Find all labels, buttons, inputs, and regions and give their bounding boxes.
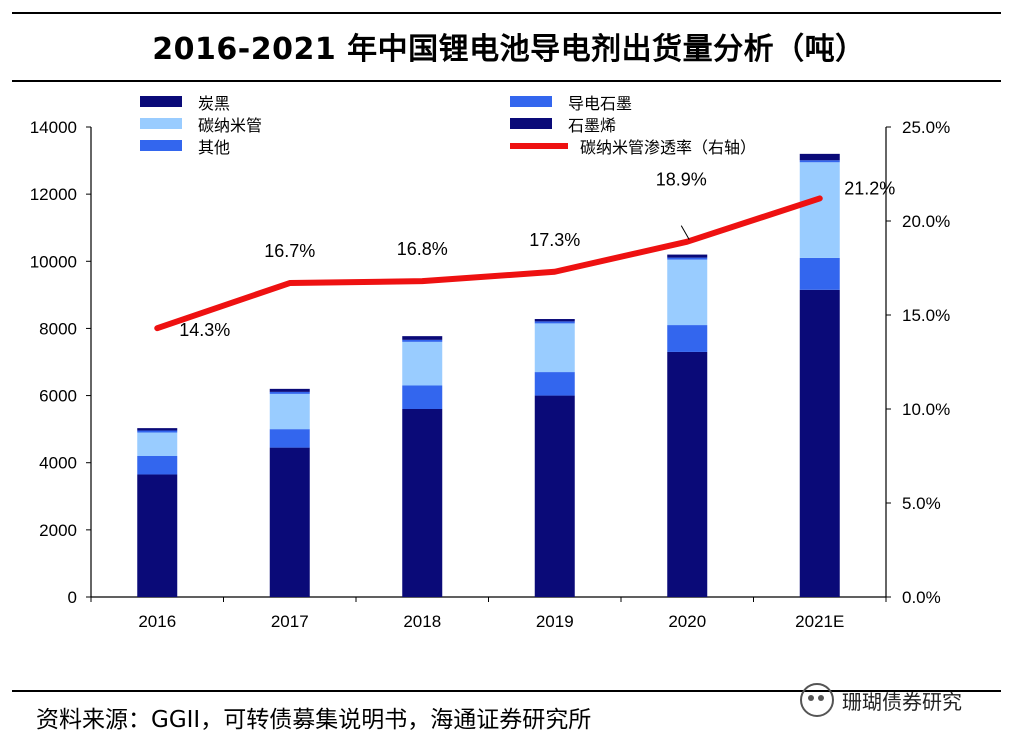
bar-graphene xyxy=(137,428,178,431)
y-tick-label: 10000 xyxy=(30,252,77,271)
watermark: 珊瑚债券研究 xyxy=(800,683,962,717)
bar-conductive_graphite xyxy=(137,430,178,433)
bar-graphene xyxy=(534,319,575,322)
y-tick-label: 2000 xyxy=(39,521,77,540)
y2-tick-label: 5.0% xyxy=(902,494,941,513)
bar-other xyxy=(402,385,443,409)
bar-other xyxy=(667,325,708,352)
y-tick-label: 4000 xyxy=(39,454,77,473)
legend-swatch-carbon_black xyxy=(140,96,182,107)
legend-swatch-cnt xyxy=(140,118,182,129)
bar-graphene xyxy=(402,336,443,340)
bar-other xyxy=(534,372,575,396)
bar-cnt xyxy=(269,393,310,430)
x-tick-label: 2020 xyxy=(668,612,706,631)
line-data-label: 16.8% xyxy=(397,239,448,259)
bar-conductive_graphite xyxy=(667,257,708,260)
label-leader-line xyxy=(680,225,690,240)
bar-conductive_graphite xyxy=(402,339,443,342)
bar-carbon_black xyxy=(534,395,575,597)
line-data-label: 17.3% xyxy=(529,230,580,250)
line-data-label: 14.3% xyxy=(179,320,230,340)
bar-cnt xyxy=(137,432,178,456)
legend-label-conductive_graphite: 导电石墨 xyxy=(568,95,632,113)
legend-label-graphene: 石墨烯 xyxy=(568,117,616,135)
bar-other xyxy=(137,456,178,475)
line-data-label: 21.2% xyxy=(844,178,895,198)
watermark-text: 珊瑚债券研究 xyxy=(842,689,962,714)
legend-label-cnt: 碳纳米管 xyxy=(198,117,262,135)
bar-carbon_black xyxy=(402,409,443,597)
source-note: 资料来源：GGII，可转债募集说明书，海通证券研究所 xyxy=(36,707,592,733)
y-tick-label: 6000 xyxy=(39,387,77,406)
x-tick-label: 2019 xyxy=(536,612,574,631)
bar-cnt xyxy=(799,162,840,258)
bar-cnt xyxy=(667,259,708,326)
penetration-line xyxy=(154,195,823,332)
y2-tick-label: 15.0% xyxy=(902,306,950,325)
bar-graphene xyxy=(799,153,840,161)
y2-tick-label: 0.0% xyxy=(902,588,941,607)
bar-graphene xyxy=(269,388,310,392)
bar-conductive_graphite xyxy=(269,391,310,394)
top-rule xyxy=(12,12,1001,14)
legend-label-carbon_black: 炭黑 xyxy=(198,95,230,113)
x-tick-label: 2017 xyxy=(271,612,309,631)
bar-cnt xyxy=(402,341,443,386)
y-tick-label: 0 xyxy=(68,588,77,607)
x-tick-label: 2016 xyxy=(138,612,176,631)
line-data-label: 18.9% xyxy=(656,170,707,190)
y2-tick-label: 25.0% xyxy=(902,118,950,137)
legend-swatch-other xyxy=(140,140,182,151)
bar-carbon_black xyxy=(137,474,178,597)
x-tick-label: 2018 xyxy=(403,612,441,631)
bar-carbon_black xyxy=(269,447,310,597)
y-tick-label: 8000 xyxy=(39,319,77,338)
bar-carbon_black xyxy=(799,289,840,597)
x-tick-label: 2021E xyxy=(795,612,844,631)
bar-other xyxy=(799,257,840,290)
bar-conductive_graphite xyxy=(799,160,840,163)
y-tick-label: 14000 xyxy=(30,118,77,137)
bar-cnt xyxy=(534,323,575,373)
chart-title: 2016-2021 年中国锂电池导电剂出货量分析（吨） xyxy=(152,32,866,67)
bar-other xyxy=(269,429,310,448)
title-rule xyxy=(12,80,1001,82)
bar-conductive_graphite xyxy=(534,321,575,324)
wechat-icon xyxy=(800,683,834,717)
y-tick-label: 12000 xyxy=(30,185,77,204)
bottom-rule xyxy=(12,690,1001,692)
y2-tick-label: 20.0% xyxy=(902,212,950,231)
y2-tick-label: 10.0% xyxy=(902,400,950,419)
bar-carbon_black xyxy=(667,351,708,597)
legend-swatch-conductive_graphite xyxy=(510,96,552,107)
bar-graphene xyxy=(667,254,708,258)
line-data-label: 16.7% xyxy=(264,241,315,261)
legend-swatch-graphene xyxy=(510,118,552,129)
legend-label-line: 碳纳米管渗透率（右轴） xyxy=(580,139,756,157)
legend-label-other: 其他 xyxy=(198,139,230,157)
